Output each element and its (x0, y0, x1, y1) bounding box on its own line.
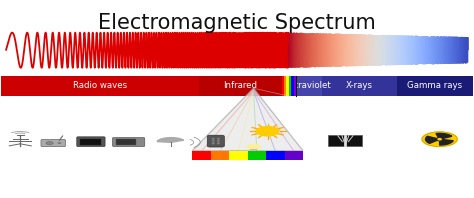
Text: Radio waves: Radio waves (73, 81, 128, 90)
Circle shape (212, 141, 215, 143)
Bar (397, 76, 473, 96)
Circle shape (212, 140, 215, 141)
Text: Electromagnetic Spectrum: Electromagnetic Spectrum (98, 13, 376, 33)
FancyBboxPatch shape (112, 138, 145, 147)
Circle shape (217, 138, 220, 139)
Polygon shape (439, 140, 453, 145)
Polygon shape (426, 136, 437, 143)
Bar (322, 76, 397, 96)
Text: Gamma rays: Gamma rays (407, 81, 463, 90)
Bar (192, 151, 210, 161)
Circle shape (247, 144, 260, 149)
Circle shape (436, 138, 443, 141)
Bar (328, 135, 362, 146)
Circle shape (57, 142, 62, 144)
FancyBboxPatch shape (77, 137, 105, 147)
Bar (293, 76, 296, 96)
Bar (250, 149, 257, 150)
Bar (286, 76, 289, 96)
Circle shape (438, 139, 441, 140)
Circle shape (217, 143, 220, 144)
Text: Ultraviolet: Ultraviolet (286, 81, 331, 90)
Text: X-rays: X-rays (346, 81, 373, 90)
FancyBboxPatch shape (207, 135, 224, 147)
FancyBboxPatch shape (41, 139, 65, 147)
Bar (117, 139, 136, 145)
Bar (266, 151, 284, 161)
Bar (247, 151, 266, 161)
Circle shape (212, 138, 215, 139)
Bar (229, 151, 247, 161)
Bar (81, 139, 101, 145)
Circle shape (217, 141, 220, 143)
Bar (282, 76, 284, 96)
Bar (296, 76, 322, 96)
Text: Infrared: Infrared (224, 81, 257, 90)
Circle shape (217, 140, 220, 141)
Bar (284, 151, 303, 161)
Bar (1, 76, 199, 96)
Circle shape (212, 143, 215, 144)
Polygon shape (192, 88, 303, 151)
Circle shape (422, 132, 457, 147)
Polygon shape (157, 138, 183, 142)
Bar (289, 76, 291, 96)
Bar (210, 151, 229, 161)
Circle shape (256, 127, 279, 136)
Polygon shape (436, 133, 452, 138)
Circle shape (46, 142, 53, 145)
Bar (199, 76, 282, 96)
Bar (284, 76, 286, 96)
Bar (291, 76, 293, 96)
